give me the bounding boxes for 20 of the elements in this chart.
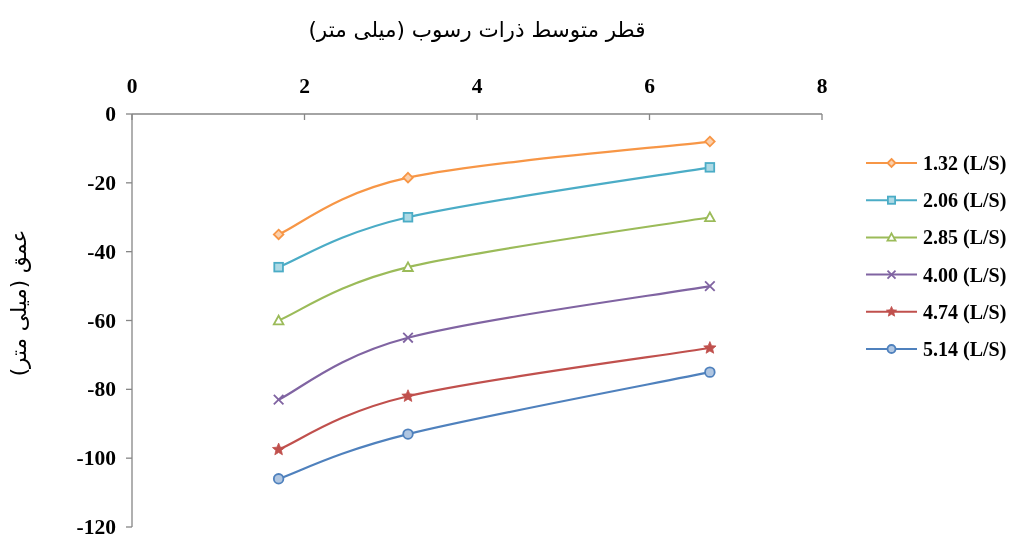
legend-label: 4.00 (L/S)	[923, 263, 1007, 287]
y-axis-title: عمق (میلی متر)	[6, 229, 31, 377]
x-tick-label: 0	[126, 74, 138, 98]
legend-label: 5.14 (L/S)	[923, 338, 1007, 361]
x-tick-label: 8	[816, 74, 828, 98]
x-axis-title: قطر متوسط ذرات رسوب (میلی متر)	[308, 17, 646, 42]
y-tick-label: -80	[87, 377, 116, 402]
legend-label: 2.06 (L/S)	[923, 189, 1007, 213]
y-tick-label: -100	[76, 446, 116, 471]
y-tick-label: -120	[76, 515, 116, 538]
legend-label: 1.32 (L/S)	[923, 152, 1007, 175]
legend-label: 4.74 (L/S)	[923, 300, 1007, 324]
y-tick-label: 0	[105, 102, 116, 126]
y-tick-label: -40	[87, 239, 116, 264]
y-tick-label: -60	[87, 308, 116, 333]
x-tick-label: 2	[299, 74, 310, 98]
x-tick-label: 4	[471, 74, 483, 98]
x-tick-label: 6	[644, 74, 656, 98]
y-tick-label: -20	[87, 170, 116, 195]
legend-label: 2.85 (L/S)	[923, 226, 1007, 250]
